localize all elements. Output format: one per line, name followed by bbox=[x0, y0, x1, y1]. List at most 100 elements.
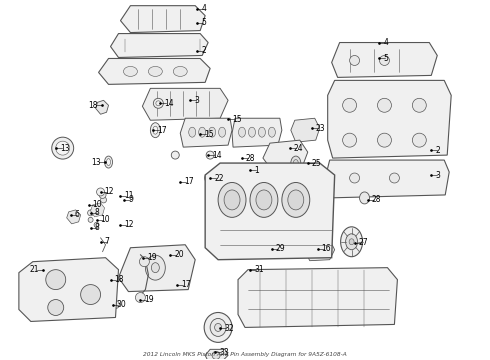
Text: 12: 12 bbox=[104, 188, 114, 197]
Polygon shape bbox=[98, 58, 210, 84]
Circle shape bbox=[106, 274, 119, 285]
Circle shape bbox=[46, 270, 66, 289]
Polygon shape bbox=[263, 140, 308, 170]
Ellipse shape bbox=[218, 183, 246, 217]
Ellipse shape bbox=[270, 243, 280, 253]
Text: 2012 Lincoln MKS Piston And Pin Assembly Diagram for 9A5Z-6108-A: 2012 Lincoln MKS Piston And Pin Assembly… bbox=[143, 352, 347, 357]
Text: 19: 19 bbox=[145, 295, 154, 304]
Text: 10: 10 bbox=[100, 215, 110, 224]
Ellipse shape bbox=[256, 190, 272, 210]
Ellipse shape bbox=[217, 174, 221, 182]
Ellipse shape bbox=[104, 156, 113, 168]
Text: 9: 9 bbox=[128, 195, 133, 204]
Ellipse shape bbox=[349, 239, 354, 245]
Ellipse shape bbox=[205, 174, 210, 182]
Text: 28: 28 bbox=[246, 154, 255, 163]
Circle shape bbox=[94, 222, 99, 227]
Ellipse shape bbox=[341, 227, 363, 257]
Polygon shape bbox=[238, 268, 397, 328]
Text: 10: 10 bbox=[93, 201, 102, 210]
Circle shape bbox=[172, 151, 179, 159]
Ellipse shape bbox=[345, 234, 358, 250]
Polygon shape bbox=[119, 245, 195, 292]
Polygon shape bbox=[328, 80, 451, 158]
Circle shape bbox=[100, 197, 106, 203]
Circle shape bbox=[97, 188, 104, 196]
Text: 15: 15 bbox=[232, 115, 242, 124]
Text: 14: 14 bbox=[212, 150, 222, 159]
Text: 16: 16 bbox=[322, 244, 331, 253]
Circle shape bbox=[135, 293, 146, 302]
Circle shape bbox=[413, 98, 426, 112]
Polygon shape bbox=[67, 210, 81, 224]
Circle shape bbox=[377, 133, 392, 147]
Ellipse shape bbox=[211, 174, 216, 182]
Polygon shape bbox=[332, 42, 437, 77]
Text: 5: 5 bbox=[201, 18, 206, 27]
Ellipse shape bbox=[258, 127, 266, 137]
Circle shape bbox=[99, 192, 106, 198]
Text: 17: 17 bbox=[181, 280, 191, 289]
Ellipse shape bbox=[148, 67, 162, 76]
Ellipse shape bbox=[239, 127, 245, 137]
Circle shape bbox=[343, 98, 357, 112]
Circle shape bbox=[88, 210, 94, 216]
Circle shape bbox=[48, 300, 64, 315]
Ellipse shape bbox=[265, 238, 285, 258]
Polygon shape bbox=[19, 258, 119, 321]
Text: 8: 8 bbox=[95, 208, 99, 217]
Polygon shape bbox=[205, 163, 335, 260]
Ellipse shape bbox=[150, 123, 160, 138]
Ellipse shape bbox=[288, 190, 304, 210]
Ellipse shape bbox=[151, 263, 159, 273]
Circle shape bbox=[349, 55, 360, 66]
Ellipse shape bbox=[153, 126, 158, 134]
Ellipse shape bbox=[248, 127, 255, 137]
Text: 27: 27 bbox=[359, 238, 368, 247]
Polygon shape bbox=[291, 118, 319, 142]
Ellipse shape bbox=[360, 192, 369, 204]
Ellipse shape bbox=[56, 141, 70, 155]
Ellipse shape bbox=[146, 255, 165, 280]
Text: 17: 17 bbox=[184, 177, 194, 186]
Text: 19: 19 bbox=[147, 253, 157, 262]
Polygon shape bbox=[121, 6, 205, 32]
Text: 25: 25 bbox=[312, 158, 321, 167]
Text: 29: 29 bbox=[276, 244, 286, 253]
Text: 7: 7 bbox=[104, 237, 109, 246]
Polygon shape bbox=[91, 203, 104, 217]
Text: 32: 32 bbox=[224, 324, 234, 333]
Circle shape bbox=[343, 133, 357, 147]
Circle shape bbox=[156, 101, 161, 106]
Text: 13: 13 bbox=[60, 144, 70, 153]
Text: 33: 33 bbox=[219, 348, 229, 357]
Text: 31: 31 bbox=[254, 265, 264, 274]
Ellipse shape bbox=[204, 312, 232, 342]
Circle shape bbox=[377, 98, 392, 112]
Text: 24: 24 bbox=[294, 144, 303, 153]
Ellipse shape bbox=[294, 159, 298, 167]
Ellipse shape bbox=[106, 159, 111, 166]
Text: 23: 23 bbox=[316, 124, 325, 133]
Ellipse shape bbox=[215, 323, 221, 332]
Text: 2: 2 bbox=[201, 46, 206, 55]
Text: 4: 4 bbox=[384, 38, 389, 47]
Text: 30: 30 bbox=[117, 300, 126, 309]
Circle shape bbox=[81, 285, 100, 305]
Polygon shape bbox=[232, 118, 282, 147]
Text: 8: 8 bbox=[95, 223, 99, 232]
Ellipse shape bbox=[273, 246, 277, 250]
Text: 18: 18 bbox=[115, 275, 124, 284]
Circle shape bbox=[206, 151, 214, 159]
Circle shape bbox=[112, 301, 120, 309]
Text: 28: 28 bbox=[371, 195, 381, 204]
Polygon shape bbox=[143, 88, 228, 120]
Polygon shape bbox=[180, 118, 232, 147]
Text: 18: 18 bbox=[88, 101, 98, 110]
Ellipse shape bbox=[198, 127, 206, 137]
Ellipse shape bbox=[189, 127, 196, 137]
Circle shape bbox=[88, 217, 93, 222]
Text: 13: 13 bbox=[91, 158, 100, 167]
Text: 17: 17 bbox=[157, 126, 167, 135]
Circle shape bbox=[212, 351, 220, 359]
